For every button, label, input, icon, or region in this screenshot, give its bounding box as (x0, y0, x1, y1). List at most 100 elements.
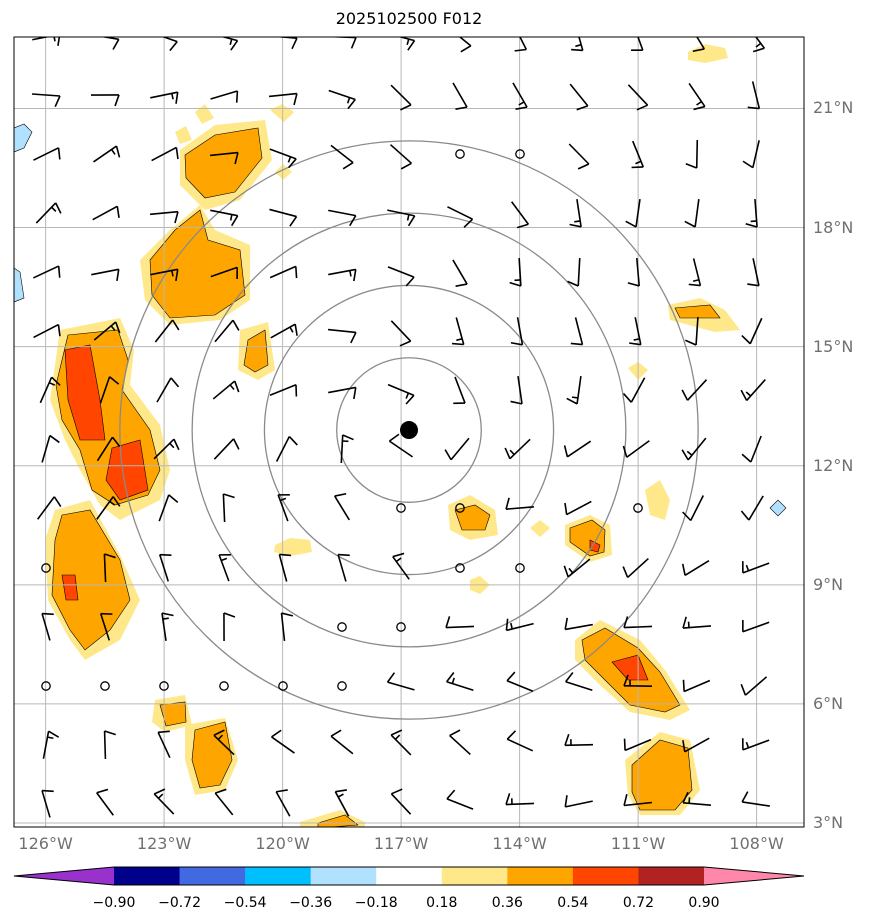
wind-barb (505, 618, 534, 632)
anomaly-region (184, 127, 263, 199)
wind-barb (688, 82, 706, 111)
wind-barb (566, 376, 582, 405)
anomaly-region (64, 344, 106, 441)
anomaly-region (674, 304, 721, 319)
wind-barb (446, 789, 474, 810)
wind-barb (451, 317, 465, 346)
lat-label: 15°N (813, 336, 854, 356)
wind-barb (222, 493, 235, 523)
calm-wind-marker (455, 563, 465, 573)
wind-barb (103, 730, 116, 760)
wind-barb (271, 729, 295, 754)
wind-barb (505, 497, 535, 510)
colorbar-tick-label: 0.36 (491, 895, 523, 911)
wind-barb (745, 198, 758, 228)
anomaly-region (51, 509, 131, 651)
wind-barb (627, 84, 649, 111)
wind-barb (627, 257, 641, 287)
wind-barb (100, 37, 120, 50)
wind-barb (156, 377, 180, 403)
wind-barb (214, 788, 234, 816)
colorbar-tick-label: 0.72 (622, 895, 655, 911)
wind-barb (151, 146, 179, 162)
wind-barb (96, 496, 121, 520)
calm-wind-marker (515, 149, 525, 159)
colorbar-tick-label: −0.72 (158, 895, 201, 911)
wind-barb (389, 144, 413, 170)
wind-barb (337, 553, 350, 582)
colorbar-segment (114, 867, 181, 885)
wind-barb (684, 199, 700, 228)
anomaly-region (61, 574, 79, 601)
wind-barb (390, 320, 412, 347)
wind-barb (334, 789, 350, 817)
wind-barb (212, 380, 240, 400)
wind-barb (159, 553, 172, 582)
wind-barb (387, 209, 416, 227)
lon-label: 114°W (492, 834, 547, 853)
wind-barb (571, 37, 584, 52)
wind-barb (275, 435, 298, 462)
wind-barb (563, 440, 592, 458)
calm-wind-marker (455, 503, 465, 513)
anomaly-region (769, 499, 787, 517)
lat-label: 6°N (813, 693, 844, 713)
wind-barb (445, 616, 475, 629)
wind-barb (681, 437, 707, 461)
wind-barb (510, 201, 530, 229)
wind-barb (570, 317, 584, 346)
wind-barb (564, 617, 593, 631)
storm-center-marker (400, 421, 418, 440)
wind-barb (32, 37, 61, 46)
colorbar-tick-label: −0.54 (223, 895, 267, 911)
anomaly-region (645, 480, 670, 520)
wind-barb (740, 379, 766, 401)
wind-barb (31, 93, 61, 108)
wind-barb (210, 266, 238, 280)
wind-barb (275, 789, 291, 817)
anomaly-fill-layer (14, 44, 787, 827)
lon-label: 111°W (610, 834, 666, 853)
wind-barb (563, 558, 591, 578)
wind-barb (390, 729, 412, 756)
wind-barb (269, 265, 298, 279)
wind-barb (506, 671, 534, 692)
wind-barb (328, 268, 357, 282)
wind-barb (223, 612, 236, 642)
wind-barb (90, 94, 120, 107)
wind-barb (747, 81, 761, 110)
range-ring (191, 212, 627, 648)
wind-barb (150, 268, 179, 282)
colorbar-tick-label: 0.54 (557, 895, 589, 911)
wind-barb (740, 495, 764, 521)
wind-barbs (31, 37, 770, 818)
wind-barb (447, 206, 474, 228)
anomaly-region (317, 814, 359, 827)
wind-barb (33, 323, 61, 339)
calm-wind-marker (515, 563, 525, 573)
wind-barb (452, 259, 468, 287)
wind-barb (622, 440, 650, 458)
wind-barb (39, 376, 61, 404)
wind-barb (449, 729, 471, 756)
wind-barb (458, 37, 472, 53)
wind-barb (41, 612, 54, 641)
anomaly-region (275, 164, 292, 180)
wind-barb (99, 612, 113, 641)
wind-barb (504, 438, 531, 460)
wind-barb (682, 679, 711, 693)
wind-barb (453, 376, 466, 405)
lon-label: 123°W (136, 834, 192, 853)
calm-wind-marker (41, 681, 51, 691)
wind-barb (280, 612, 294, 642)
wind-barb (452, 82, 468, 110)
wind-barb (42, 730, 60, 759)
wind-barb (510, 317, 524, 346)
wind-barb (392, 552, 410, 580)
lon-label: 126°W (18, 834, 73, 853)
anomaly-region (105, 439, 149, 501)
wind-barb (158, 494, 179, 522)
wind-barb (154, 319, 180, 343)
wind-barb (569, 83, 589, 111)
